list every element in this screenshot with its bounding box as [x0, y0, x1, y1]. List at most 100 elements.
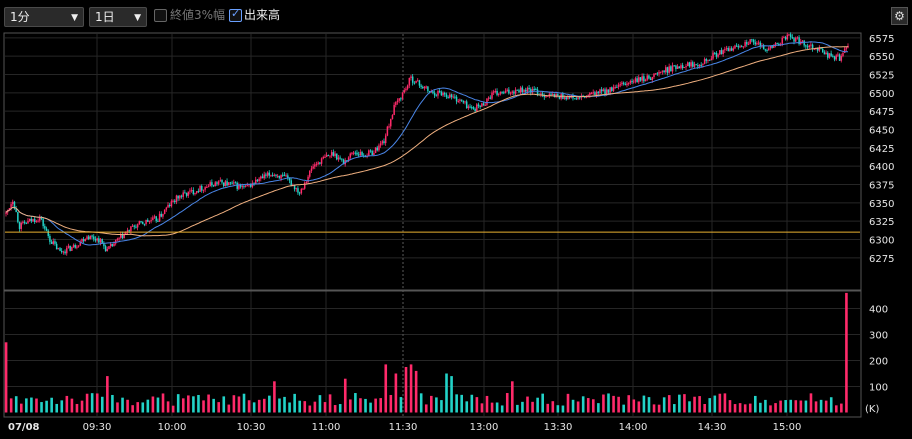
candle-body: [216, 182, 218, 184]
candle-body: [413, 82, 416, 84]
candle-body: [705, 59, 708, 61]
volume-bar: [480, 403, 484, 413]
candle-body: [751, 39, 753, 41]
candle-body: [332, 152, 335, 156]
candle-body: [707, 59, 709, 61]
candle-body: [567, 96, 569, 100]
candle-body: [530, 89, 532, 93]
candle-body: [202, 189, 205, 191]
candle-body: [621, 82, 623, 85]
candle-body: [749, 39, 751, 44]
volume-bar: [789, 399, 793, 413]
volume-bar: [435, 397, 438, 413]
volume-bar: [511, 381, 514, 413]
time-tick-label: 11:30: [389, 422, 418, 433]
candle-body: [553, 93, 556, 98]
volume-bar: [40, 402, 43, 413]
candle-body: [803, 40, 805, 46]
candle-body: [788, 34, 790, 36]
candle-body: [214, 182, 217, 187]
volume-bars: [4, 292, 848, 413]
volume-bar: [151, 396, 155, 413]
candle-body: [86, 236, 88, 240]
volume-checkbox[interactable]: [229, 7, 242, 22]
volume-bar: [551, 401, 555, 413]
candle-body: [737, 46, 740, 48]
volume-bar: [764, 399, 767, 413]
candle-body: [228, 182, 230, 186]
candle-body: [231, 182, 233, 184]
candle-body: [391, 115, 394, 120]
candle-body: [282, 174, 284, 176]
volume-bar: [723, 393, 727, 413]
range3-checkbox[interactable]: [154, 9, 167, 22]
volume-bar: [384, 364, 388, 413]
candle-body: [212, 185, 215, 187]
candle-body: [449, 94, 451, 98]
candle-body: [276, 175, 279, 177]
candle-body: [248, 184, 250, 186]
candle-body: [643, 76, 645, 82]
candle-body: [700, 64, 702, 66]
candle-body: [148, 220, 151, 222]
candle-body: [199, 185, 201, 192]
candle-body: [653, 73, 655, 77]
candle-body: [484, 104, 487, 106]
volume-bar: [632, 399, 636, 413]
candle-body: [270, 175, 272, 177]
volume-bar: [556, 405, 560, 413]
candle-body: [686, 62, 689, 67]
candle-body: [361, 152, 363, 156]
volume-bar: [121, 397, 124, 413]
volume-bar: [546, 403, 550, 413]
candle-body: [305, 181, 308, 183]
interval-select-value: 1分: [10, 10, 30, 24]
candle-body: [136, 224, 139, 228]
period-select[interactable]: 1日 ▼: [89, 7, 147, 27]
candle-body: [244, 185, 247, 187]
candle-body: [521, 87, 524, 92]
volume-bar: [602, 394, 605, 413]
candle-body: [57, 248, 60, 250]
candle-body: [656, 73, 659, 75]
volume-bar: [470, 394, 474, 413]
volume-bar: [743, 404, 747, 413]
candle-body: [703, 59, 706, 64]
volume-label: 出来高: [244, 8, 281, 22]
candle-body: [481, 103, 483, 107]
caret-down-icon: ▼: [134, 13, 141, 23]
volume-bar: [419, 393, 423, 413]
volume-bar: [414, 370, 418, 413]
candle-body: [616, 86, 618, 88]
candle-body: [725, 48, 728, 50]
volume-bar: [662, 397, 666, 413]
candle-body: [236, 182, 238, 189]
candle-body: [739, 46, 741, 48]
candle-body: [710, 58, 713, 61]
volume-bar: [829, 397, 833, 413]
volume-bar: [814, 401, 818, 413]
candle-body: [842, 52, 844, 57]
candle-body: [432, 91, 434, 94]
volume-bar: [111, 394, 114, 413]
volume-bar: [328, 394, 332, 413]
candle-body: [182, 192, 184, 197]
price-tick-label: 6400: [869, 162, 894, 173]
candle-body: [342, 159, 345, 165]
time-tick-label: 10:00: [158, 422, 187, 433]
candle-body: [320, 158, 323, 164]
stock-chart[interactable]: 6275 6300 6325 6350 6375 6400 6425 6450 6475 6500…: [0, 32, 912, 439]
candle-body: [810, 44, 812, 46]
candle-body: [312, 166, 314, 169]
candle-body: [740, 46, 743, 48]
price-tick-label: 6375: [869, 181, 894, 192]
volume-bar: [242, 393, 246, 413]
candle-body: [263, 174, 265, 179]
interval-select[interactable]: 1分 ▼: [4, 7, 84, 27]
volume-bar: [465, 401, 469, 413]
settings-button[interactable]: ⚙: [891, 7, 908, 25]
volume-bar: [612, 395, 615, 413]
volume-bar: [262, 398, 266, 413]
candle-body: [660, 71, 662, 73]
candle-body: [288, 178, 291, 181]
